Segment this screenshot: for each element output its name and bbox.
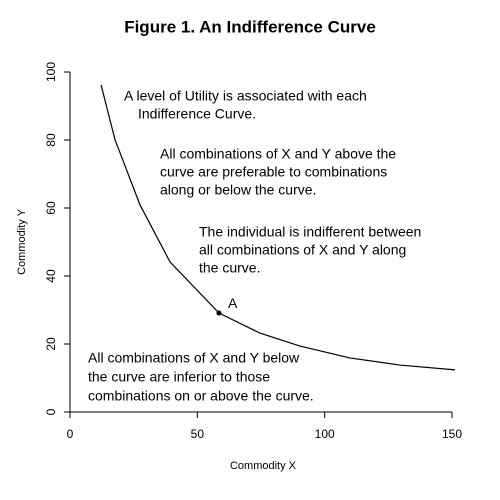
x-tick-label: 50 xyxy=(191,427,205,441)
x-tick-label: 0 xyxy=(67,427,74,441)
annotation: curve are preferable to combinations xyxy=(160,164,387,180)
annotation: the curve are inferior to those xyxy=(88,369,270,385)
x-tick-label: 150 xyxy=(442,427,462,441)
point xyxy=(216,310,222,316)
curve xyxy=(100,84,456,371)
annotation: Indifference Curve. xyxy=(138,106,256,122)
y-tick-label: 20 xyxy=(44,337,58,351)
annotation: the curve. xyxy=(199,260,260,276)
y-tick-label: 80 xyxy=(44,133,58,147)
y-tick-label: 100 xyxy=(44,62,58,82)
annotation: combinations on or above the curve. xyxy=(88,388,314,404)
x-tick-label: 100 xyxy=(315,427,335,441)
annotation: All combinations of X and Y above the xyxy=(160,146,396,162)
annotation: The individual is indifferent between xyxy=(199,224,421,240)
point-label: A xyxy=(228,295,238,311)
y-tick-label: 0 xyxy=(44,408,58,415)
chart-title: Figure 1. An Indifference Curve xyxy=(124,17,376,36)
annotation: all combinations of X and Y along xyxy=(199,242,406,258)
x-axis-title: Commodity X xyxy=(230,460,297,472)
y-tick-label: 60 xyxy=(44,201,58,215)
annotation: along or below the curve. xyxy=(160,182,316,198)
annotation: A level of Utility is associated with ea… xyxy=(124,88,367,104)
y-axis-title: Commodity Y xyxy=(16,208,28,274)
y-tick-label: 40 xyxy=(44,269,58,283)
annotation: All combinations of X and Y below xyxy=(88,350,300,366)
